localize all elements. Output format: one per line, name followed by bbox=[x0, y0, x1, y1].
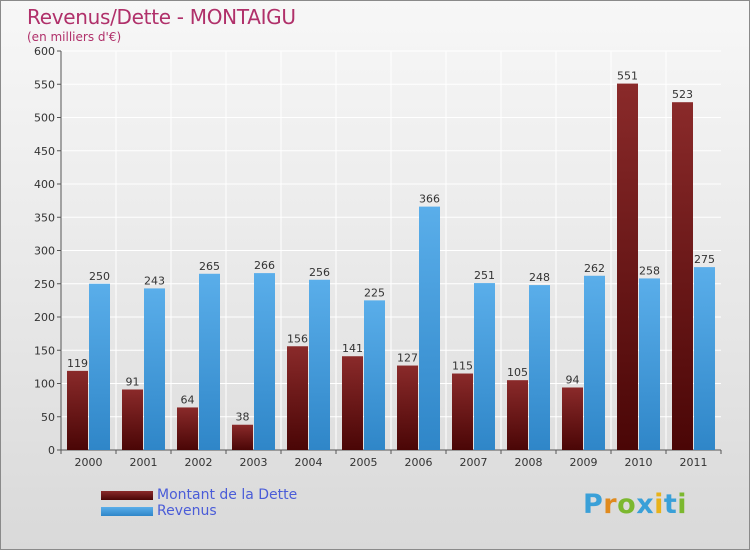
logo-letter: o bbox=[617, 489, 637, 520]
y-tick-label: 400 bbox=[34, 178, 55, 191]
data-label-dette-2009: 94 bbox=[566, 373, 580, 386]
bar-revenus-2003 bbox=[254, 273, 275, 450]
data-label-revenus-2003: 266 bbox=[254, 259, 275, 272]
y-tick-label: 0 bbox=[48, 444, 55, 457]
bar-dette-2001 bbox=[122, 389, 143, 450]
y-tick-label: 250 bbox=[34, 278, 55, 291]
bar-revenus-2002 bbox=[199, 273, 220, 450]
bar-dette-2006 bbox=[397, 365, 418, 450]
bar-revenus-2010 bbox=[639, 278, 660, 450]
proxiti-logo: Proxiti bbox=[583, 489, 687, 520]
x-tick-label: 2001 bbox=[130, 456, 158, 469]
data-label-revenus-2005: 225 bbox=[364, 286, 385, 299]
data-label-revenus-2001: 243 bbox=[144, 274, 165, 287]
data-label-revenus-2002: 265 bbox=[199, 260, 220, 273]
data-label-dette-2008: 105 bbox=[507, 366, 528, 379]
x-tick-label: 2005 bbox=[350, 456, 378, 469]
data-label-revenus-2006: 366 bbox=[419, 193, 440, 206]
x-tick-label: 2003 bbox=[240, 456, 268, 469]
chart-subtitle: (en milliers d'€) bbox=[27, 30, 122, 44]
chart-title: Revenus/Dette - MONTAIGU bbox=[27, 5, 296, 29]
y-tick-label: 200 bbox=[34, 311, 55, 324]
legend-label-revenus: Revenus bbox=[157, 503, 217, 519]
data-label-revenus-2008: 248 bbox=[529, 271, 550, 284]
bar-dette-2003 bbox=[232, 424, 253, 450]
bar-revenus-2011 bbox=[694, 267, 715, 450]
bar-dette-2007 bbox=[452, 373, 473, 450]
y-tick-label: 450 bbox=[34, 145, 55, 158]
x-tick-label: 2000 bbox=[75, 456, 103, 469]
data-label-revenus-2011: 275 bbox=[694, 253, 715, 266]
data-label-revenus-2004: 256 bbox=[309, 266, 330, 279]
data-label-dette-2001: 91 bbox=[126, 375, 140, 388]
bar-dette-2008 bbox=[507, 380, 528, 450]
bar-dette-2005 bbox=[342, 356, 363, 450]
legend: Montant de la Dette Revenus bbox=[101, 487, 297, 519]
x-tick-label: 2006 bbox=[405, 456, 433, 469]
legend-item-revenus: Revenus bbox=[101, 503, 297, 519]
y-tick-label: 500 bbox=[34, 112, 55, 125]
bar-dette-2011 bbox=[672, 102, 693, 450]
data-label-dette-2004: 156 bbox=[287, 332, 308, 345]
bar-dette-2004 bbox=[287, 346, 308, 450]
logo-letter: t bbox=[663, 489, 678, 520]
data-label-dette-2006: 127 bbox=[397, 352, 418, 365]
legend-swatch-dette bbox=[101, 490, 153, 500]
bar-revenus-2009 bbox=[584, 275, 605, 450]
bar-revenus-2007 bbox=[474, 283, 495, 450]
bar-revenus-2004 bbox=[309, 279, 330, 450]
data-label-dette-2007: 115 bbox=[452, 360, 473, 373]
logo-letter: i bbox=[677, 489, 688, 520]
bar-revenus-2000 bbox=[89, 283, 110, 450]
legend-item-dette: Montant de la Dette bbox=[101, 487, 297, 503]
bar-dette-2000 bbox=[67, 370, 88, 450]
x-tick-label: 2007 bbox=[460, 456, 488, 469]
data-label-dette-2003: 38 bbox=[236, 411, 250, 424]
data-label-revenus-2010: 258 bbox=[639, 264, 660, 277]
y-tick-label: 300 bbox=[34, 245, 55, 258]
y-tick-label: 50 bbox=[41, 411, 55, 424]
x-tick-label: 2008 bbox=[515, 456, 543, 469]
bar-revenus-2005 bbox=[364, 300, 385, 450]
y-tick-label: 600 bbox=[34, 45, 55, 58]
x-tick-label: 2009 bbox=[570, 456, 598, 469]
data-label-dette-2005: 141 bbox=[342, 342, 363, 355]
bar-revenus-2008 bbox=[529, 285, 550, 450]
logo-letter: x bbox=[636, 489, 655, 520]
y-tick-label: 150 bbox=[34, 344, 55, 357]
legend-label-dette: Montant de la Dette bbox=[157, 487, 298, 503]
data-label-dette-2000: 119 bbox=[67, 357, 88, 370]
bar-dette-2009 bbox=[562, 387, 583, 450]
bar-dette-2010 bbox=[617, 83, 638, 451]
bar-dette-2002 bbox=[177, 407, 198, 450]
x-tick-label: 2011 bbox=[680, 456, 708, 469]
bar-revenus-2001 bbox=[144, 288, 165, 450]
y-tick-label: 550 bbox=[34, 78, 55, 91]
data-label-revenus-2009: 262 bbox=[584, 262, 605, 275]
data-label-dette-2010: 551 bbox=[617, 70, 638, 83]
bar-revenus-2006 bbox=[419, 206, 440, 450]
data-label-revenus-2007: 251 bbox=[474, 269, 495, 282]
legend-swatch-revenus bbox=[101, 506, 153, 516]
y-tick-label: 350 bbox=[34, 211, 55, 224]
y-tick-label: 100 bbox=[34, 378, 55, 391]
logo-letter: r bbox=[603, 489, 618, 520]
x-tick-label: 2010 bbox=[625, 456, 653, 469]
logo-letter: P bbox=[583, 489, 604, 520]
data-label-revenus-2000: 250 bbox=[89, 270, 110, 283]
logo-letter: i bbox=[654, 489, 664, 520]
data-label-dette-2002: 64 bbox=[181, 393, 195, 406]
x-tick-label: 2002 bbox=[185, 456, 213, 469]
data-label-dette-2011: 523 bbox=[672, 88, 693, 101]
x-tick-label: 2004 bbox=[295, 456, 323, 469]
